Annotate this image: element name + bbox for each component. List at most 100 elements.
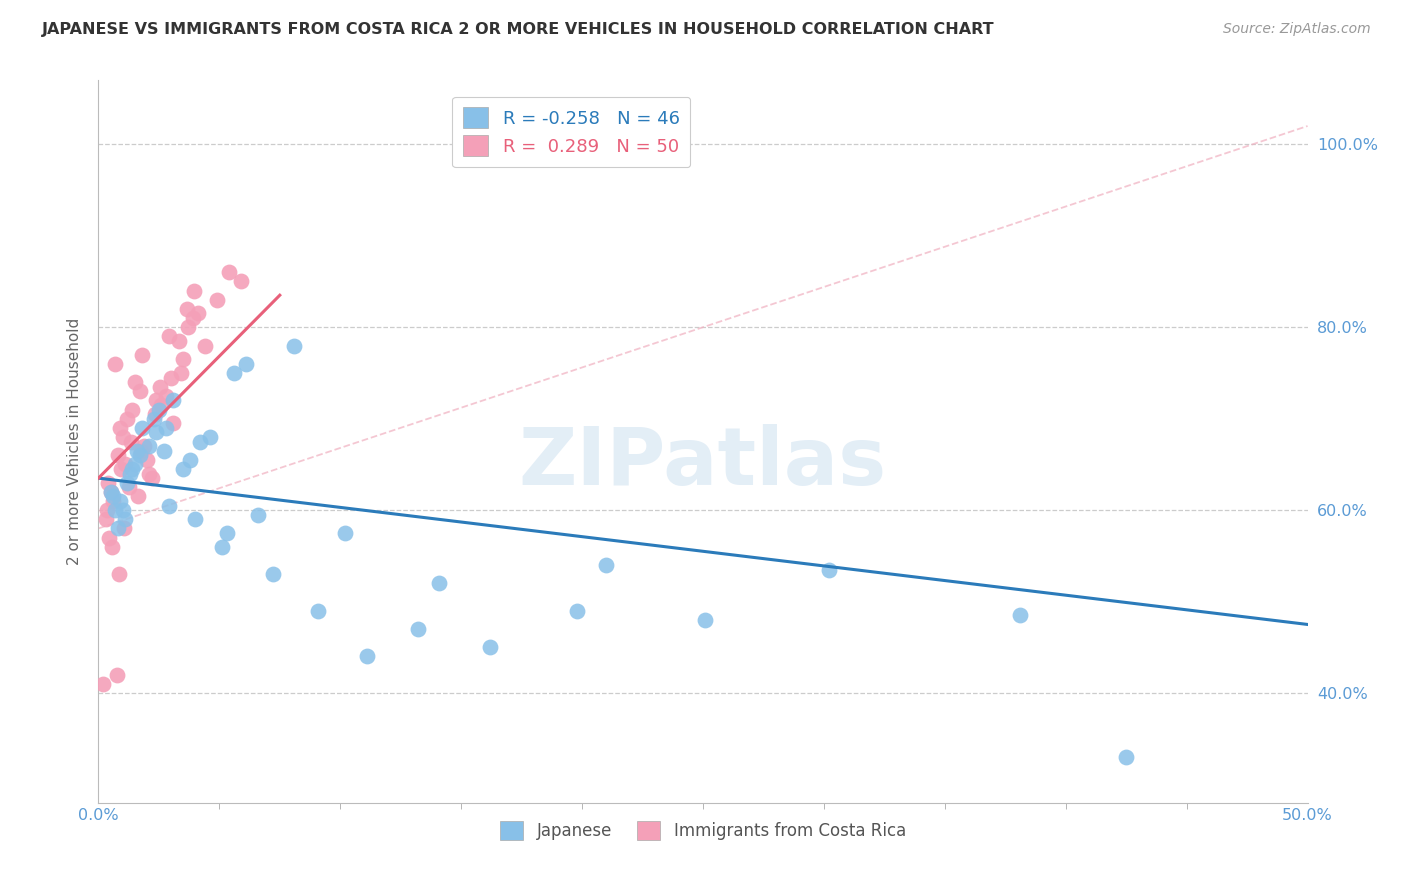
Point <box>148 402 170 417</box>
Point <box>100 484 122 499</box>
Point <box>104 357 127 371</box>
Point <box>177 320 200 334</box>
Point <box>111 430 134 444</box>
Point <box>96 503 118 517</box>
Point <box>128 384 150 399</box>
Point <box>215 526 238 541</box>
Point <box>124 458 146 472</box>
Point <box>229 275 252 289</box>
Point <box>150 398 173 412</box>
Point <box>567 604 589 618</box>
Point <box>188 434 211 449</box>
Point <box>143 411 166 425</box>
Text: JAPANESE VS IMMIGRANTS FROM COSTA RICA 2 OR MORE VEHICLES IN HOUSEHOLD CORRELATI: JAPANESE VS IMMIGRANTS FROM COSTA RICA 2… <box>42 22 995 37</box>
Point <box>134 439 156 453</box>
Point <box>145 425 167 440</box>
Point <box>108 567 131 582</box>
Point <box>98 531 121 545</box>
Point <box>160 370 183 384</box>
Point <box>157 329 180 343</box>
Point <box>101 490 124 504</box>
Point <box>262 567 284 582</box>
Point <box>218 265 240 279</box>
Point <box>105 667 128 681</box>
Point <box>187 306 209 320</box>
Point <box>91 677 114 691</box>
Point <box>108 421 131 435</box>
Point <box>595 558 617 572</box>
Point <box>283 338 305 352</box>
Point <box>104 503 127 517</box>
Point <box>172 462 194 476</box>
Point <box>247 508 270 522</box>
Point <box>120 434 142 449</box>
Point <box>117 411 139 425</box>
Point <box>479 640 502 655</box>
Point <box>100 484 122 499</box>
Legend: Japanese, Immigrants from Costa Rica: Japanese, Immigrants from Costa Rica <box>492 813 914 848</box>
Point <box>169 334 191 348</box>
Point <box>135 453 157 467</box>
Point <box>205 293 228 307</box>
Point <box>149 379 172 393</box>
Point <box>152 443 174 458</box>
Point <box>194 338 217 352</box>
Point <box>111 503 134 517</box>
Point <box>695 613 717 627</box>
Point <box>143 407 166 421</box>
Point <box>129 443 152 458</box>
Point <box>138 439 160 453</box>
Text: Source: ZipAtlas.com: Source: ZipAtlas.com <box>1223 22 1371 37</box>
Point <box>155 389 177 403</box>
Point <box>131 421 153 435</box>
Point <box>184 512 207 526</box>
Point <box>406 622 429 636</box>
Point <box>117 475 139 490</box>
Point <box>155 421 177 435</box>
Point <box>183 284 205 298</box>
Point <box>235 357 257 371</box>
Point <box>172 352 194 367</box>
Point <box>128 448 150 462</box>
Point <box>429 576 451 591</box>
Point <box>107 448 129 462</box>
Point <box>114 512 136 526</box>
Point <box>118 480 141 494</box>
Point <box>145 393 167 408</box>
Point <box>97 475 120 490</box>
Point <box>157 499 180 513</box>
Point <box>162 416 184 430</box>
Point <box>124 375 146 389</box>
Point <box>101 494 124 508</box>
Point <box>127 443 149 458</box>
Point <box>121 402 143 417</box>
Point <box>1115 750 1137 764</box>
Point <box>356 649 378 664</box>
Point <box>114 458 136 472</box>
Point <box>198 430 221 444</box>
Point <box>118 467 141 481</box>
Point <box>179 453 201 467</box>
Point <box>121 462 143 476</box>
Point <box>141 471 163 485</box>
Point <box>100 540 122 554</box>
Y-axis label: 2 or more Vehicles in Household: 2 or more Vehicles in Household <box>66 318 82 566</box>
Point <box>131 348 153 362</box>
Point <box>112 521 135 535</box>
Point <box>169 366 191 380</box>
Point <box>108 494 131 508</box>
Point <box>107 521 129 535</box>
Text: ZIPatlas: ZIPatlas <box>519 425 887 502</box>
Point <box>817 563 839 577</box>
Point <box>222 366 245 380</box>
Point <box>181 311 204 326</box>
Point <box>127 490 149 504</box>
Point <box>176 301 198 316</box>
Point <box>308 604 330 618</box>
Point <box>211 540 233 554</box>
Point <box>110 462 132 476</box>
Point <box>94 512 117 526</box>
Point <box>333 526 356 541</box>
Point <box>138 467 160 481</box>
Point <box>1008 608 1031 623</box>
